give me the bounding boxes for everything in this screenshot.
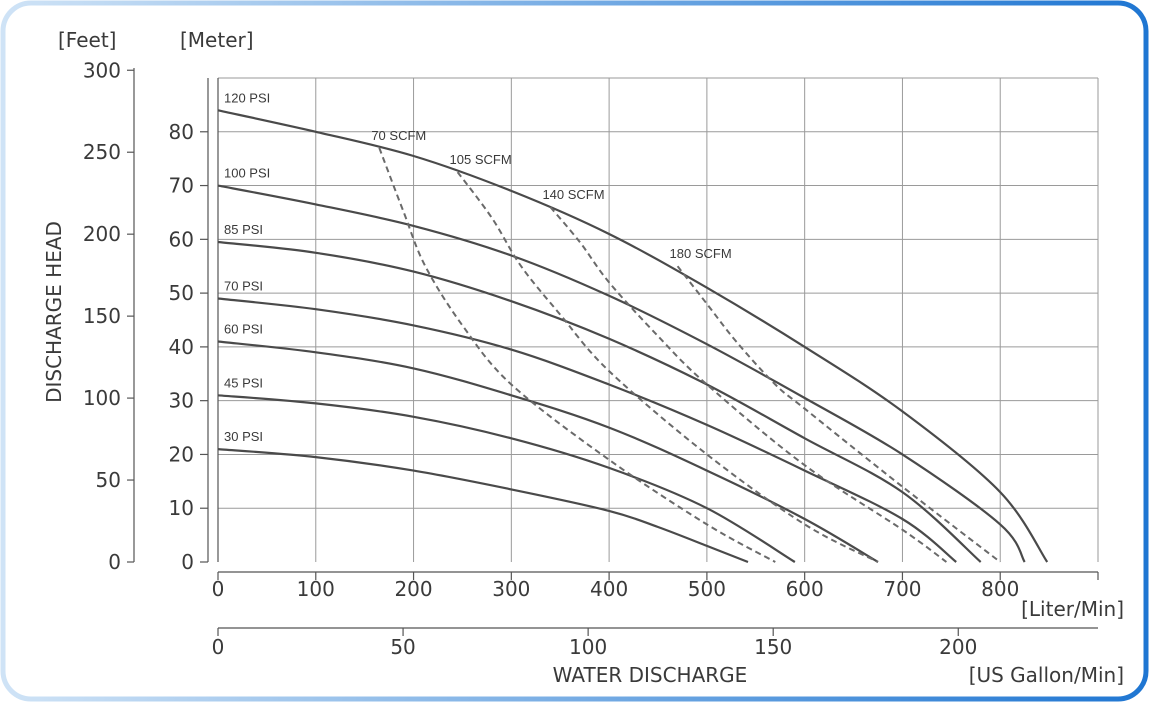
meter-tick-label: 60 <box>169 227 194 251</box>
feet-tick-label: 0 <box>108 550 121 574</box>
curve-60-psi <box>217 340 879 563</box>
label-140-scfm: 140 SCFM <box>542 187 604 202</box>
gallon-tick-label: 50 <box>390 635 415 659</box>
meter-tick-label: 50 <box>169 281 194 305</box>
feet-tick-label: 300 <box>83 58 121 82</box>
liter-tick-label: 600 <box>786 577 824 601</box>
curve-100-psi <box>217 184 1026 563</box>
gallon-tick-label: 0 <box>212 635 225 659</box>
curve-85-psi <box>217 240 982 563</box>
label-120-psi: 120 PSI <box>224 90 270 105</box>
liter-tick-label: 300 <box>492 577 530 601</box>
y-axis-label: DISCHARGE HEAD <box>42 221 66 403</box>
x-unit-liter: [Liter/Min] <box>1021 597 1124 621</box>
curve-120-psi <box>217 109 1049 563</box>
meter-tick-label: 70 <box>169 174 194 198</box>
label-85-psi: 85 PSI <box>224 222 263 237</box>
label-105-scfm: 105 SCFM <box>450 152 512 167</box>
label-60-psi: 60 PSI <box>224 322 263 337</box>
curve-45-psi <box>217 394 796 563</box>
meter-tick-label: 40 <box>169 335 194 359</box>
pressure-curves: 120 PSI 100 PSI 85 PSI 70 PSI 60 PSI 45 PSI 30… <box>217 90 1049 564</box>
label-45-psi: 45 PSI <box>224 375 263 390</box>
meter-tick-label: 10 <box>169 496 194 520</box>
feet-tick-label: 250 <box>83 140 121 164</box>
liter-tick-label: 100 <box>297 577 335 601</box>
meter-tick-label: 20 <box>169 442 194 466</box>
feet-tick-label: 100 <box>83 386 121 410</box>
feet-tick-label: 200 <box>83 222 121 246</box>
curve-140-scfm <box>549 206 947 563</box>
feet-tick-label: 50 <box>96 468 121 492</box>
gallon-tick-label: 200 <box>939 635 977 659</box>
feet-tick-label: 150 <box>83 304 121 328</box>
air-curves: 70 SCFM 105 SCFM 140 SCFM 180 SCFM <box>371 128 1001 563</box>
meter-tick-label: 30 <box>169 389 194 413</box>
liter-tick-label: 700 <box>883 577 921 601</box>
liter-tick-label: 400 <box>590 577 628 601</box>
curve-70-scfm <box>378 147 776 563</box>
label-70-psi: 70 PSI <box>224 278 263 293</box>
liter-tick-label: 200 <box>394 577 432 601</box>
curve-30-psi <box>217 448 749 564</box>
curve-70-psi <box>217 297 957 563</box>
meter-tick-label: 80 <box>169 120 194 144</box>
curve-105-scfm <box>456 171 879 563</box>
grid <box>217 77 1099 562</box>
liter-tick-label: 800 <box>981 577 1019 601</box>
gallon-tick-label: 150 <box>754 635 792 659</box>
label-100-psi: 100 PSI <box>224 166 270 181</box>
y-unit-feet: [Feet] <box>58 28 116 52</box>
liter-tick-label: 0 <box>212 577 225 601</box>
gallon-tick-label: 100 <box>569 635 607 659</box>
label-180-scfm: 180 SCFM <box>670 246 732 261</box>
curve-180-scfm <box>676 265 1001 563</box>
x-axis-label: WATER DISCHARGE <box>553 663 748 687</box>
y-unit-meter: [Meter] <box>180 28 254 52</box>
meter-tick-label: 0 <box>181 550 194 574</box>
x-unit-gallon: [US Gallon/Min] <box>969 663 1124 687</box>
label-70-scfm: 70 SCFM <box>371 128 426 143</box>
liter-tick-label: 500 <box>688 577 726 601</box>
axes <box>133 68 1098 629</box>
label-30-psi: 30 PSI <box>224 429 263 444</box>
